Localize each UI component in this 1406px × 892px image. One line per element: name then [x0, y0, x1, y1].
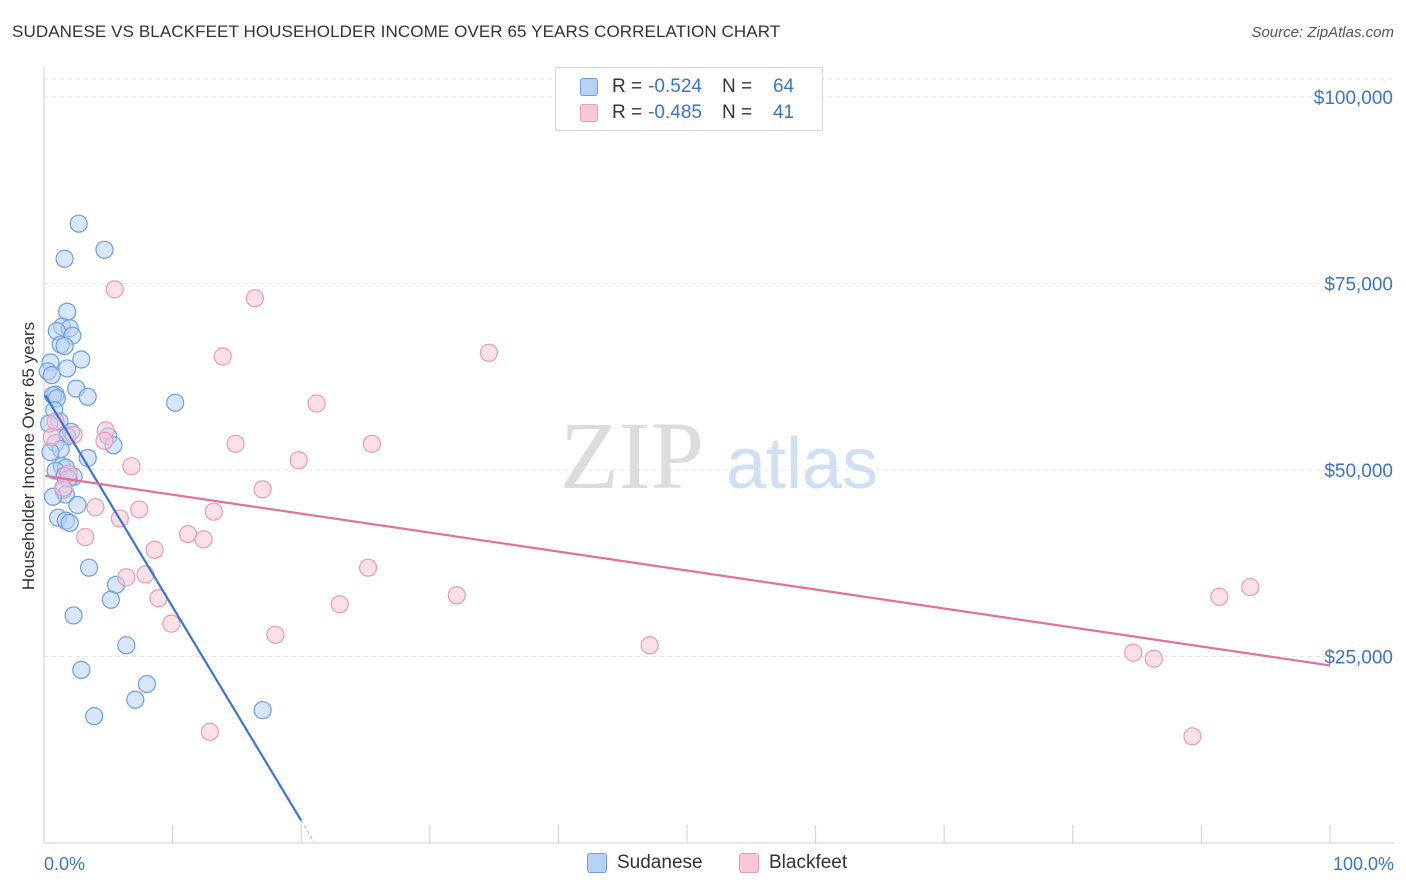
data-points — [38, 214, 1260, 746]
blackfeet-point — [640, 636, 659, 655]
blackfeet-point — [86, 498, 105, 517]
n-value: 41 — [772, 102, 795, 123]
y-tick-label: $25,000 — [1324, 647, 1393, 668]
blackfeet-point — [1241, 577, 1260, 597]
blackfeet-point — [145, 540, 164, 559]
blackfeet-point — [200, 722, 219, 741]
sudanese-point — [55, 336, 74, 356]
sudanese-point — [85, 707, 104, 726]
blackfeet-point — [105, 280, 124, 299]
blackfeet-point — [362, 434, 382, 453]
blackfeet-point — [253, 480, 272, 499]
r-label: R = — [612, 102, 643, 123]
blackfeet-point — [117, 568, 136, 587]
blackfeet-point — [330, 595, 349, 614]
sudanese-point — [126, 690, 145, 709]
y-axis-label: Householder Income Over 65 years — [19, 322, 38, 590]
series-name: Sudanese — [617, 852, 703, 873]
source-credit: Source: ZipAtlas.com — [1251, 24, 1394, 41]
blackfeet-point — [54, 478, 73, 497]
blackfeet-point — [1183, 727, 1202, 746]
sudanese-point — [95, 240, 114, 259]
sudanese-point — [42, 366, 61, 385]
sudanese-point — [72, 660, 91, 679]
sudanese-point — [79, 558, 99, 577]
blackfeet-point — [447, 586, 466, 605]
r-value: -0.485 — [648, 102, 702, 123]
blackfeet-swatch — [580, 104, 598, 122]
sudanese-point — [58, 359, 77, 378]
trend-lines — [44, 394, 1331, 843]
blackfeet-point — [194, 530, 213, 549]
sudanese-point — [60, 513, 79, 533]
blackfeet-point — [122, 457, 141, 476]
blackfeet-point — [1124, 643, 1143, 662]
sudanese-swatch — [587, 853, 607, 873]
sudanese-point — [117, 636, 136, 655]
chart-title: SUDANESE VS BLACKFEET HOUSEHOLDER INCOME… — [12, 22, 781, 41]
blackfeet-point — [95, 431, 114, 450]
legend-row-blackfeet: R = -0.485 N = 41 — [580, 101, 794, 125]
y-tick-label: $100,000 — [1314, 88, 1393, 109]
sudanese-point — [68, 495, 87, 515]
sudanese-swatch — [580, 78, 598, 96]
blackfeet-point — [266, 625, 285, 644]
sudanese-point — [166, 393, 185, 412]
sudanese-point — [55, 249, 74, 268]
blackfeet-point — [213, 347, 232, 366]
sudanese-point — [64, 606, 83, 625]
blackfeet-point — [1144, 649, 1163, 668]
y-tick-label: $50,000 — [1324, 461, 1393, 482]
series-legend-blackfeet[interactable]: Blackfeet — [739, 852, 847, 874]
blackfeet-point — [42, 427, 61, 447]
sudanese-point — [72, 350, 91, 369]
watermark-zip: ZIP — [560, 402, 704, 509]
sudanese-trend-extension — [300, 820, 315, 843]
sudanese-point — [101, 590, 120, 609]
blackfeet-swatch — [739, 853, 759, 873]
x-tick-label-min: 0.0% — [44, 854, 85, 874]
tick-labels: 0.0% 100.0% $25,000 $50,000 $75,000 $100,00… — [44, 88, 1394, 874]
sudanese-point — [78, 387, 97, 406]
blackfeet-point — [479, 343, 499, 362]
x-tick-label-max: 100.0% — [1333, 854, 1394, 874]
blackfeet-point — [204, 502, 223, 521]
blackfeet-point — [358, 558, 378, 577]
series-legend-sudanese[interactable]: Sudanese — [587, 852, 703, 874]
watermark-atlas: atlas — [726, 424, 878, 504]
blackfeet-point — [162, 614, 181, 633]
y-tick-label: $75,000 — [1324, 274, 1393, 295]
sudanese-trend-line — [44, 394, 303, 822]
legend-row-sudanese: R = -0.524 N = 64 — [580, 75, 794, 99]
r-value: -0.524 — [648, 76, 702, 97]
sudanese-point — [253, 701, 272, 720]
watermark: ZIP atlas — [560, 402, 878, 509]
axes — [43, 67, 1394, 844]
blackfeet-point — [289, 451, 308, 470]
blackfeet-point — [178, 524, 198, 544]
n-value: 64 — [772, 76, 795, 97]
blackfeet-trend-line — [45, 474, 1331, 667]
n-label: N = — [721, 76, 753, 97]
blackfeet-point — [76, 527, 95, 547]
n-label: N = — [721, 102, 753, 123]
sudanese-point — [69, 214, 88, 233]
sudanese-point — [137, 674, 156, 694]
series-name: Blackfeet — [769, 852, 848, 873]
blackfeet-point — [307, 394, 326, 413]
blackfeet-point — [245, 289, 265, 308]
correlation-legend: R = -0.524 N = 64 R = -0.485 N = 41 — [555, 67, 823, 131]
blackfeet-point — [226, 434, 245, 453]
blackfeet-point — [1210, 587, 1229, 606]
blackfeet-point — [130, 500, 149, 519]
blackfeet-point — [136, 565, 155, 584]
r-label: R = — [612, 76, 643, 97]
